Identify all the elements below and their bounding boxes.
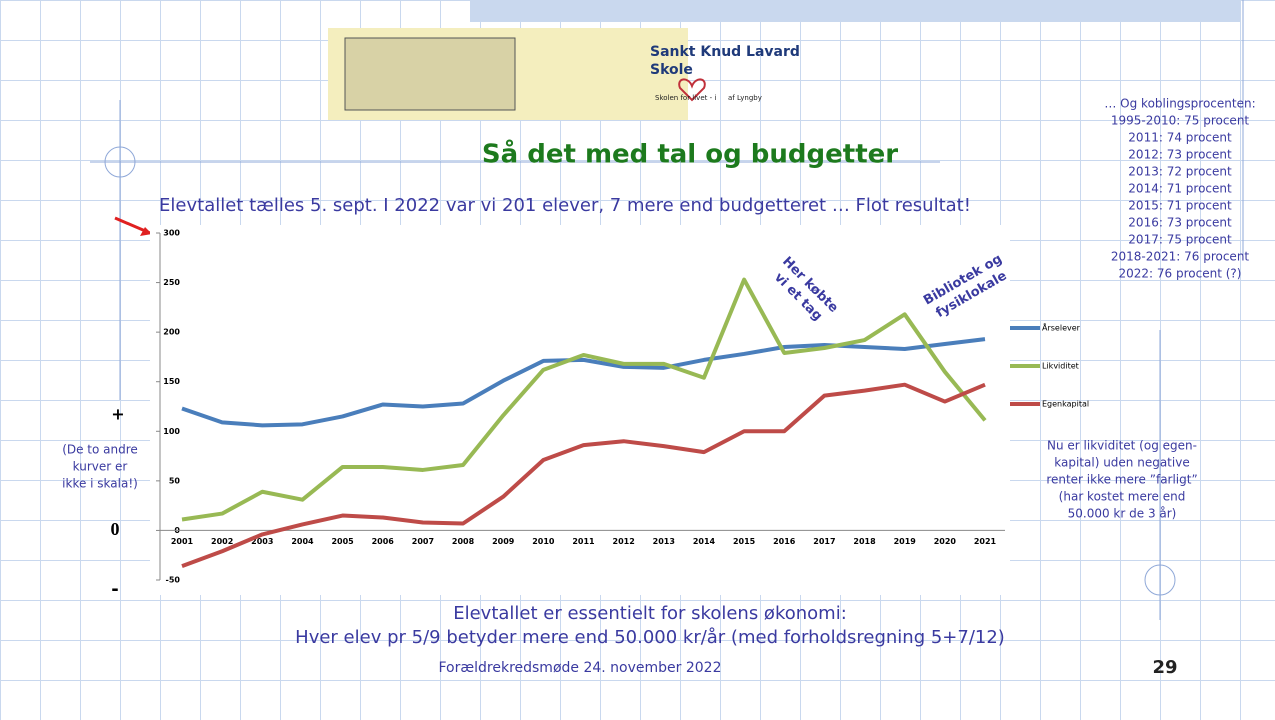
x-tick-label: 2004 xyxy=(291,537,314,546)
x-tick-label: 2017 xyxy=(813,537,835,546)
side-list-line: 2022: 76 procent (?) xyxy=(1119,267,1242,281)
logo-tagline: Skolen for livet - i xyxy=(655,94,716,102)
side-list-line: 2014: 71 procent xyxy=(1128,182,1232,196)
right-note-line: renter ikke mere ”farligt” xyxy=(1046,473,1197,487)
x-tick-label: 2001 xyxy=(171,537,194,546)
y-tick-label: 200 xyxy=(163,328,180,337)
bottom-text-line: Elevtallet er essentielt for skolens øko… xyxy=(453,603,847,624)
logo-drawing xyxy=(345,38,515,110)
side-list-line: 2016: 73 procent xyxy=(1128,216,1232,230)
y-tick-label: 50 xyxy=(169,476,181,485)
top-band xyxy=(470,0,1240,22)
x-tick-label: 2020 xyxy=(934,537,957,546)
x-tick-label: 2018 xyxy=(853,537,876,546)
side-list-line: 2013: 72 procent xyxy=(1128,165,1232,179)
legend-label: Likviditet xyxy=(1042,362,1079,371)
x-tick-label: 2007 xyxy=(412,537,434,546)
slide-subtitle: Elevtallet tælles 5. sept. I 2022 var vi… xyxy=(159,195,971,216)
page-number: 29 xyxy=(1152,657,1177,678)
x-tick-label: 2009 xyxy=(492,537,515,546)
scale-note-line: ikke i skala!) xyxy=(62,477,138,491)
logo-tagline: af Lyngby xyxy=(728,94,762,102)
x-tick-label: 2015 xyxy=(733,537,756,546)
x-tick-label: 2011 xyxy=(572,537,595,546)
x-tick-label: 2006 xyxy=(372,537,395,546)
legend-label: Årselever xyxy=(1042,322,1081,333)
x-tick-label: 2014 xyxy=(693,537,716,546)
bottom-text-line: Hver elev pr 5/9 betyder mere end 50.000… xyxy=(295,627,1005,648)
x-tick-label: 2010 xyxy=(532,537,555,546)
right-note-line: (har kostet mere end xyxy=(1059,490,1186,504)
side-list-line: … Og koblingsprocenten: xyxy=(1104,97,1255,111)
x-tick-label: 2005 xyxy=(331,537,354,546)
y-tick-label: 150 xyxy=(163,377,180,386)
logo-title: Sankt Knud Lavard xyxy=(650,44,800,60)
right-note-line: kapital) uden negative xyxy=(1054,456,1189,470)
side-list-line: 2018-2021: 76 procent xyxy=(1111,250,1250,264)
slide-title: Så det med tal og budgetter xyxy=(482,138,898,170)
side-list-line: 2015: 71 procent xyxy=(1128,199,1232,213)
x-tick-label: 2008 xyxy=(452,537,475,546)
y-tick-label: -50 xyxy=(166,576,181,585)
y-tick-label: 100 xyxy=(163,427,180,436)
x-tick-label: 2019 xyxy=(894,537,917,546)
footer: Forældrekredsmøde 24. november 2022 xyxy=(439,660,722,676)
side-list-line: 2011: 74 procent xyxy=(1128,131,1232,145)
minus-sign: - xyxy=(111,579,118,600)
y-tick-label: 250 xyxy=(163,278,180,287)
side-list-line: 1995-2010: 75 procent xyxy=(1111,114,1250,128)
side-list-line: 2012: 73 procent xyxy=(1128,148,1232,162)
slide-canvas: Sankt Knud Lavard Skole Skolen for livet… xyxy=(0,0,1275,720)
right-note-line: Nu er likviditet (og egen- xyxy=(1047,439,1197,453)
side-list-line: 2017: 75 procent xyxy=(1128,233,1232,247)
x-tick-label: 2021 xyxy=(974,537,997,546)
plus-sign: + xyxy=(111,405,124,424)
logo-subtitle: Skole xyxy=(650,62,693,78)
y-tick-label: 300 xyxy=(163,229,180,238)
x-tick-label: 2012 xyxy=(613,537,635,546)
x-tick-label: 2016 xyxy=(773,537,796,546)
x-tick-label: 2013 xyxy=(653,537,675,546)
scale-note-line: kurver er xyxy=(73,460,128,474)
x-tick-label: 2002 xyxy=(211,537,233,546)
zero-label: 0 xyxy=(111,519,120,539)
right-note-line: 50.000 kr de 3 år) xyxy=(1068,507,1177,521)
slide: Sankt Knud Lavard Skole Skolen for livet… xyxy=(0,0,1275,720)
scale-note-line: (De to andre xyxy=(62,443,138,457)
legend-label: Egenkapital xyxy=(1042,400,1089,409)
